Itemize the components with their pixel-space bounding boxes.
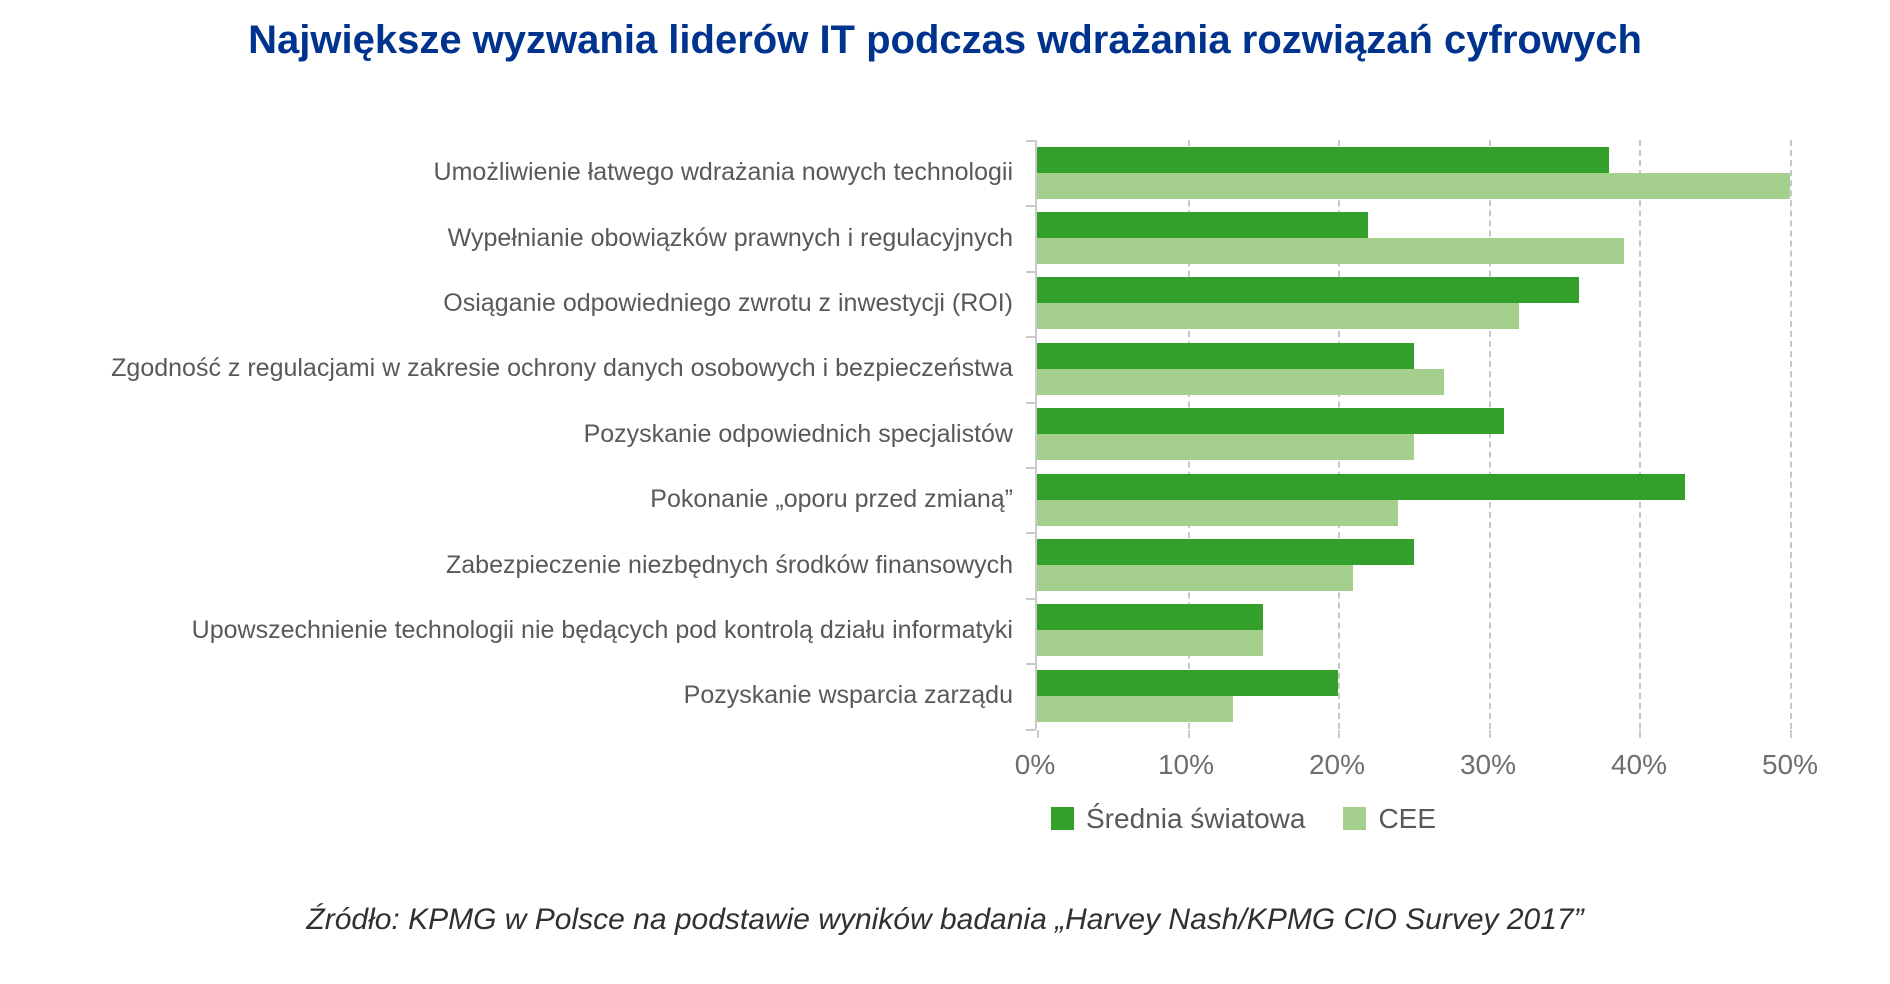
bar-world	[1037, 669, 1339, 696]
category-axis-tick	[1026, 336, 1036, 339]
x-axis-tick	[1187, 729, 1190, 738]
x-tick-label: 50%	[1761, 748, 1819, 780]
category-axis-tick	[1026, 597, 1036, 600]
legend-label-world: Średnia światowa	[1086, 802, 1306, 834]
bar-row	[1037, 663, 1790, 728]
category-axis-tick	[1026, 140, 1036, 142]
x-tick-label: 20%	[1308, 748, 1366, 780]
bar-world	[1037, 146, 1610, 173]
bar-cee	[1037, 630, 1263, 657]
bar-row	[1037, 271, 1790, 336]
bar-cee	[1037, 172, 1790, 199]
category-label: Zgodność z regulacjami w zakresie ochron…	[111, 354, 1013, 383]
bar-cee	[1037, 368, 1444, 395]
bar-row	[1037, 205, 1790, 270]
bar-world	[1037, 212, 1369, 239]
x-tick-label: 0%	[1014, 748, 1056, 780]
legend: Średnia światowa CEE	[1051, 803, 1790, 835]
bar-world	[1037, 408, 1504, 435]
category-label: Pozyskanie odpowiednich specjalistów	[583, 419, 1013, 448]
category-axis-tick	[1026, 467, 1036, 469]
legend-item-cee: CEE	[1343, 803, 1436, 835]
bar-cee	[1037, 434, 1414, 461]
plot-column: 0% 10% 20% 30% 40% 50% Średnia światowa CEE	[1015, 140, 1818, 835]
category-label: Zabezpieczenie niezbędnych środków finan…	[446, 550, 1013, 579]
category-axis-tick	[1026, 401, 1036, 404]
bar-cee	[1037, 565, 1354, 592]
x-axis-tick	[1338, 729, 1341, 738]
bar-cee	[1037, 238, 1625, 265]
legend-label-cee: CEE	[1378, 802, 1437, 834]
x-axis-tick	[1488, 729, 1491, 738]
x-axis-tick	[1790, 729, 1792, 738]
bar-world	[1037, 604, 1263, 631]
bar-cee	[1037, 303, 1519, 330]
bar-row	[1037, 598, 1790, 663]
legend-swatch-world-icon	[1051, 807, 1074, 831]
category-axis-tick	[1026, 205, 1036, 208]
category-label: Osiąganie odpowiedniego zwrotu z inwesty…	[443, 288, 1013, 317]
bar-world	[1037, 277, 1580, 304]
chart-title: Największe wyzwania liderów IT podczas w…	[248, 18, 1642, 62]
bar-chart: Umożliwienie łatwego wdrażania nowych te…	[0, 140, 1818, 835]
category-label: Pozyskanie wsparcia zarządu	[683, 681, 1013, 710]
bar-world	[1037, 473, 1685, 500]
bar-row	[1037, 336, 1790, 401]
category-label: Upowszechnienie technologii nie będących…	[191, 615, 1013, 644]
category-axis-tick	[1026, 663, 1036, 666]
category-axis-tick	[1026, 532, 1036, 535]
category-labels: Umożliwienie łatwego wdrażania nowych te…	[0, 140, 1035, 835]
category-label: Pokonanie „oporu przed zmianą”	[650, 485, 1013, 514]
category-axis-tick	[1026, 270, 1036, 273]
bar-row	[1037, 402, 1790, 467]
category-axis-tick	[1026, 728, 1036, 731]
legend-item-world: Średnia światowa	[1051, 803, 1305, 835]
category-label: Umożliwienie łatwego wdrażania nowych te…	[433, 158, 1013, 187]
legend-swatch-cee-icon	[1343, 807, 1367, 831]
bar-row	[1037, 532, 1790, 597]
bar-world	[1037, 342, 1414, 369]
bar-world	[1037, 539, 1414, 566]
bar-row	[1037, 467, 1790, 532]
x-axis: 0% 10% 20% 30% 40% 50%	[1015, 741, 1818, 789]
bar-cee	[1037, 695, 1233, 722]
bar-row	[1037, 140, 1790, 205]
plot-area	[1026, 140, 1792, 738]
gridline	[1790, 140, 1792, 729]
x-axis-tick	[1037, 729, 1039, 738]
x-tick-label: 10%	[1157, 748, 1215, 780]
category-label: Wypełnianie obowiązków prawnych i regula…	[447, 223, 1013, 252]
x-axis-tick	[1639, 729, 1642, 738]
bar-cee	[1037, 499, 1399, 526]
source-note: Źródło: KPMG w Polsce na podstawie wynik…	[306, 903, 1584, 936]
gridline	[1488, 140, 1491, 729]
gridline	[1639, 140, 1642, 729]
x-tick-label: 30%	[1459, 748, 1517, 780]
x-tick-label: 40%	[1610, 748, 1668, 780]
